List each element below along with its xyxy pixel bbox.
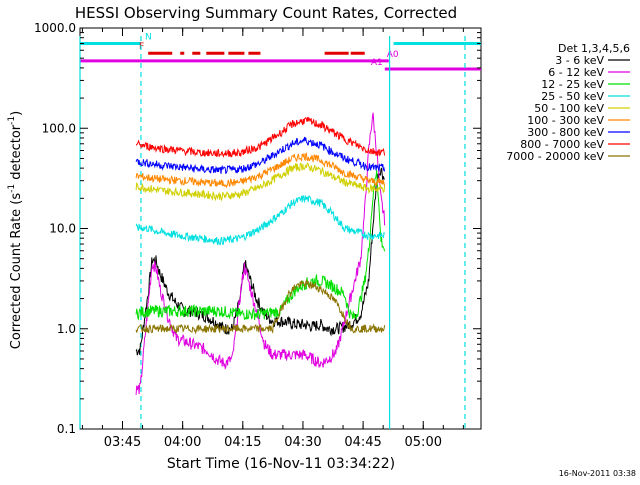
- y-label-part-2: detector: [9, 124, 24, 184]
- series-line-6: [135, 136, 386, 175]
- series-line-8: [135, 278, 386, 335]
- flag-label-f: F: [139, 42, 144, 52]
- x-tick-label: 04:00: [164, 435, 201, 450]
- flag-label-n: N: [145, 33, 152, 43]
- legend-label: 3 - 6 keV: [555, 54, 604, 67]
- legend-label: 12 - 25 keV: [541, 78, 604, 91]
- series-line-7: [135, 116, 386, 158]
- plot-area: NF A0 A1: [79, 27, 482, 430]
- vlines-layer: [79, 36, 466, 429]
- y-tick-label: 10.0: [49, 222, 76, 236]
- series-line-0: [135, 167, 385, 356]
- legend-title: Det 1,3,4,5,6: [558, 42, 630, 55]
- legend-label: 7000 - 20000 keV: [506, 150, 604, 163]
- series-layer: [135, 112, 386, 395]
- y-axis: 0.1 1.0 10.0 100.0 1000.0: [34, 21, 481, 436]
- legend-label: 800 - 7000 keV: [520, 138, 604, 151]
- y-label-part-3: ): [9, 111, 24, 116]
- footer-date: 16-Nov-2011 03:38: [559, 469, 636, 478]
- y-tick-label: 1000.0: [34, 21, 76, 35]
- flag-label-a0: A0: [387, 50, 399, 60]
- y-tick-label: 1.0: [57, 322, 76, 336]
- legend-label: 100 - 300 keV: [527, 114, 604, 127]
- legend-label: 6 - 12 keV: [548, 66, 604, 79]
- flags-layer: NF A0 A1: [80, 33, 481, 71]
- y-label-sup-1: -1: [7, 184, 17, 193]
- x-tick-label: 04:15: [224, 435, 261, 450]
- flag-label-a1: A1: [371, 58, 383, 68]
- series-line-1: [135, 112, 386, 395]
- x-tick-label: 05:00: [405, 435, 442, 450]
- y-tick-label: 0.1: [57, 422, 76, 436]
- series-line-5: [135, 152, 386, 189]
- legend-label: 25 - 50 keV: [541, 90, 604, 103]
- series-line-4: [135, 162, 386, 202]
- legend-label: 50 - 100 keV: [534, 102, 604, 115]
- y-tick-label: 100.0: [42, 121, 76, 135]
- legend-label: 300 - 800 keV: [527, 126, 604, 139]
- y-label-sup-2: -1: [7, 116, 17, 125]
- series-line-2: [135, 170, 386, 321]
- y-label-part-1: Corrected Count Rate (s: [9, 193, 24, 350]
- x-tick-label: 03:45: [104, 435, 141, 450]
- x-tick-label: 04:45: [344, 435, 381, 450]
- x-axis-label: Start Time (16-Nov-11 03:34:22): [167, 456, 395, 472]
- x-axis: 03:45 04:00 04:15 04:30 04:45 05:00: [81, 28, 464, 450]
- x-tick-label: 04:30: [284, 435, 321, 450]
- y-axis-label: Corrected Count Rate (s-1 detector-1): [7, 111, 24, 349]
- series-line-3: [135, 195, 386, 246]
- chart-title: HESSI Observing Summary Count Rates, Cor…: [75, 4, 457, 22]
